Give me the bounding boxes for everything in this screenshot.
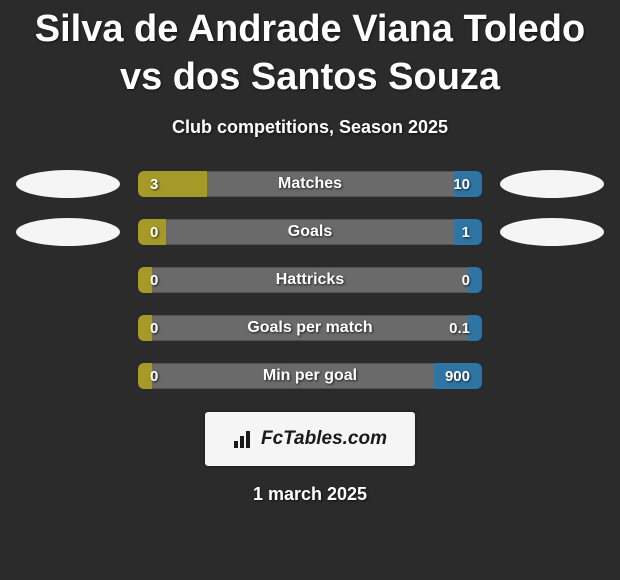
stat-right-value: 10 (453, 171, 470, 197)
stat-row: 0Hattricks0 (0, 266, 620, 294)
footer-date: 1 march 2025 (0, 484, 620, 505)
stat-bar: 0Min per goal900 (138, 363, 482, 389)
stat-row: 0Goals per match0.1 (0, 314, 620, 342)
stat-row: 0Goals1 (0, 218, 620, 246)
badge-spacer (16, 362, 120, 390)
stat-right-value: 0 (462, 267, 470, 293)
team-badge-left (16, 218, 120, 246)
stat-label: Matches (138, 171, 482, 197)
stat-row: 3Matches10 (0, 170, 620, 198)
badge-spacer (500, 266, 604, 294)
team-badge-right (500, 170, 604, 198)
stat-bar: 0Hattricks0 (138, 267, 482, 293)
comparison-chart: Silva de Andrade Viana Toledo vs dos San… (0, 0, 620, 505)
stat-label: Min per goal (138, 363, 482, 389)
badge-spacer (16, 314, 120, 342)
stat-bar: 3Matches10 (138, 171, 482, 197)
stats-area: 3Matches100Goals10Hattricks00Goals per m… (0, 170, 620, 390)
chart-subtitle: Club competitions, Season 2025 (0, 117, 620, 138)
stat-right-value: 1 (462, 219, 470, 245)
badge-spacer (500, 314, 604, 342)
stat-label: Hattricks (138, 267, 482, 293)
badge-spacer (16, 266, 120, 294)
stat-bar: 0Goals1 (138, 219, 482, 245)
stat-row: 0Min per goal900 (0, 362, 620, 390)
chart-title: Silva de Andrade Viana Toledo vs dos San… (0, 6, 620, 101)
footer-logo: FcTables.com (205, 412, 415, 466)
bars-icon (233, 429, 255, 449)
team-badge-right (500, 218, 604, 246)
team-badge-left (16, 170, 120, 198)
stat-right-value: 900 (445, 363, 470, 389)
badge-spacer (500, 362, 604, 390)
stat-label: Goals per match (138, 315, 482, 341)
stat-bar: 0Goals per match0.1 (138, 315, 482, 341)
footer-brand: FcTables.com (261, 428, 387, 450)
stat-label: Goals (138, 219, 482, 245)
stat-right-value: 0.1 (449, 315, 470, 341)
